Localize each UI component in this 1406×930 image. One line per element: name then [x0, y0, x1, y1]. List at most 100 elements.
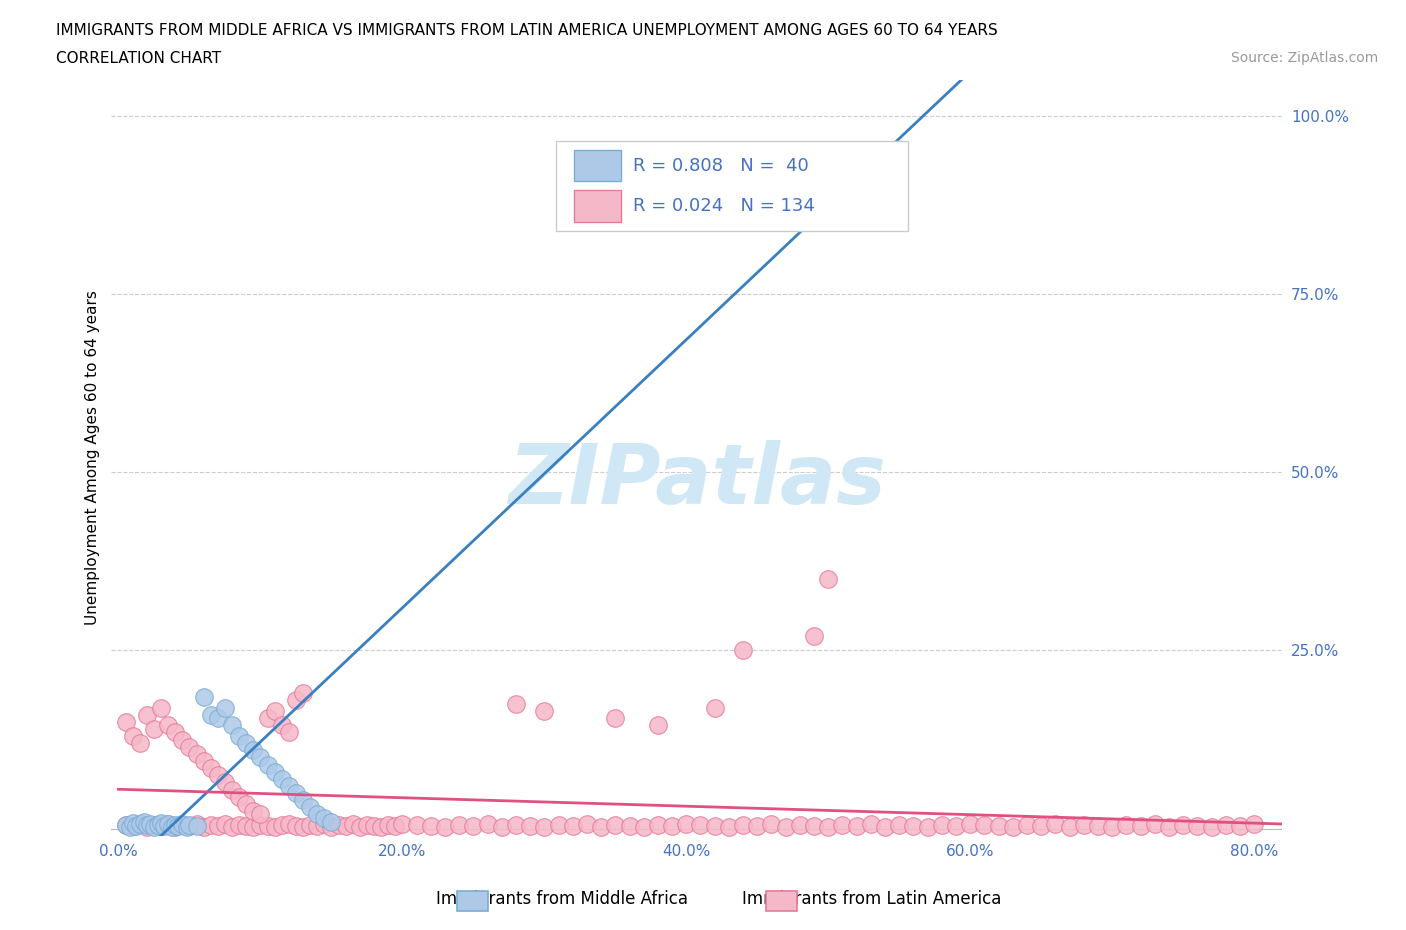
Point — [370, 819, 392, 834]
Point — [328, 817, 350, 832]
Point — [733, 817, 755, 832]
Point — [533, 704, 555, 719]
Point — [356, 817, 378, 832]
Point — [1171, 817, 1194, 832]
Point — [114, 714, 136, 729]
Point — [1059, 819, 1081, 834]
Point — [135, 817, 157, 832]
Point — [256, 757, 278, 772]
Point — [165, 817, 187, 832]
Point — [717, 819, 740, 834]
Point — [200, 761, 222, 776]
Point — [235, 736, 257, 751]
Point — [817, 819, 839, 834]
Point — [162, 819, 184, 834]
Point — [945, 818, 967, 833]
Point — [477, 817, 499, 832]
Point — [817, 572, 839, 587]
Point — [561, 144, 583, 159]
Point — [114, 817, 136, 832]
Point — [689, 817, 711, 832]
Point — [228, 790, 250, 804]
Text: ZIPatlas: ZIPatlas — [508, 440, 886, 521]
Point — [292, 685, 315, 700]
Point — [803, 818, 825, 833]
Point — [733, 643, 755, 658]
Point — [321, 819, 343, 834]
Point — [121, 816, 143, 830]
Point — [917, 819, 939, 834]
Point — [176, 819, 198, 834]
FancyBboxPatch shape — [574, 191, 621, 222]
Point — [214, 817, 236, 832]
Point — [128, 817, 150, 832]
Point — [157, 718, 180, 733]
Point — [377, 817, 399, 832]
Point — [299, 800, 322, 815]
Point — [172, 817, 194, 831]
Point — [633, 819, 655, 834]
Point — [270, 817, 292, 832]
FancyBboxPatch shape — [574, 150, 621, 181]
Point — [299, 817, 322, 832]
Point — [292, 819, 315, 834]
Point — [277, 725, 299, 740]
Point — [405, 817, 427, 832]
Point — [605, 817, 627, 832]
Text: IMMIGRANTS FROM MIDDLE AFRICA VS IMMIGRANTS FROM LATIN AMERICA UNEMPLOYMENT AMON: IMMIGRANTS FROM MIDDLE AFRICA VS IMMIGRA… — [56, 23, 998, 38]
Point — [449, 817, 471, 832]
Point — [675, 817, 697, 832]
Point — [207, 768, 229, 783]
Point — [1087, 818, 1109, 833]
Point — [342, 817, 364, 832]
Point — [349, 819, 371, 834]
Point — [135, 707, 157, 722]
Point — [143, 722, 166, 737]
Point — [803, 629, 825, 644]
Point — [647, 817, 669, 832]
Point — [284, 786, 307, 801]
Point — [931, 817, 953, 832]
Point — [1201, 819, 1223, 834]
Point — [207, 818, 229, 833]
Point — [519, 818, 541, 833]
Point — [193, 753, 215, 768]
Point — [845, 818, 868, 833]
Point — [1143, 817, 1166, 832]
Point — [903, 818, 925, 833]
Point — [1157, 819, 1180, 834]
Point — [150, 818, 173, 833]
Point — [143, 817, 166, 832]
Point — [987, 818, 1010, 833]
Point — [463, 818, 485, 833]
Point — [207, 711, 229, 725]
Point — [179, 818, 201, 833]
Point — [1229, 818, 1251, 833]
Point — [284, 693, 307, 708]
Point — [165, 819, 187, 834]
FancyBboxPatch shape — [557, 140, 908, 232]
Point — [157, 817, 180, 832]
Point — [1215, 817, 1237, 832]
Point — [505, 817, 527, 832]
Point — [242, 804, 264, 818]
Point — [235, 796, 257, 811]
Text: R = 0.024   N = 134: R = 0.024 N = 134 — [633, 197, 814, 216]
Point — [859, 817, 882, 832]
Point — [150, 816, 173, 830]
Point — [249, 807, 271, 822]
Point — [179, 739, 201, 754]
Y-axis label: Unemployment Among Ages 60 to 64 years: Unemployment Among Ages 60 to 64 years — [86, 290, 100, 625]
Point — [1187, 818, 1209, 833]
Point — [249, 750, 271, 764]
Point — [186, 818, 208, 833]
Point — [314, 811, 336, 826]
Point — [167, 818, 190, 833]
Point — [157, 817, 180, 832]
Point — [491, 819, 513, 834]
Text: Immigrants from Middle Africa: Immigrants from Middle Africa — [436, 890, 689, 909]
Point — [128, 736, 150, 751]
Text: Immigrants from Latin America: Immigrants from Latin America — [742, 890, 1001, 909]
Point — [221, 819, 243, 834]
Point — [270, 771, 292, 786]
